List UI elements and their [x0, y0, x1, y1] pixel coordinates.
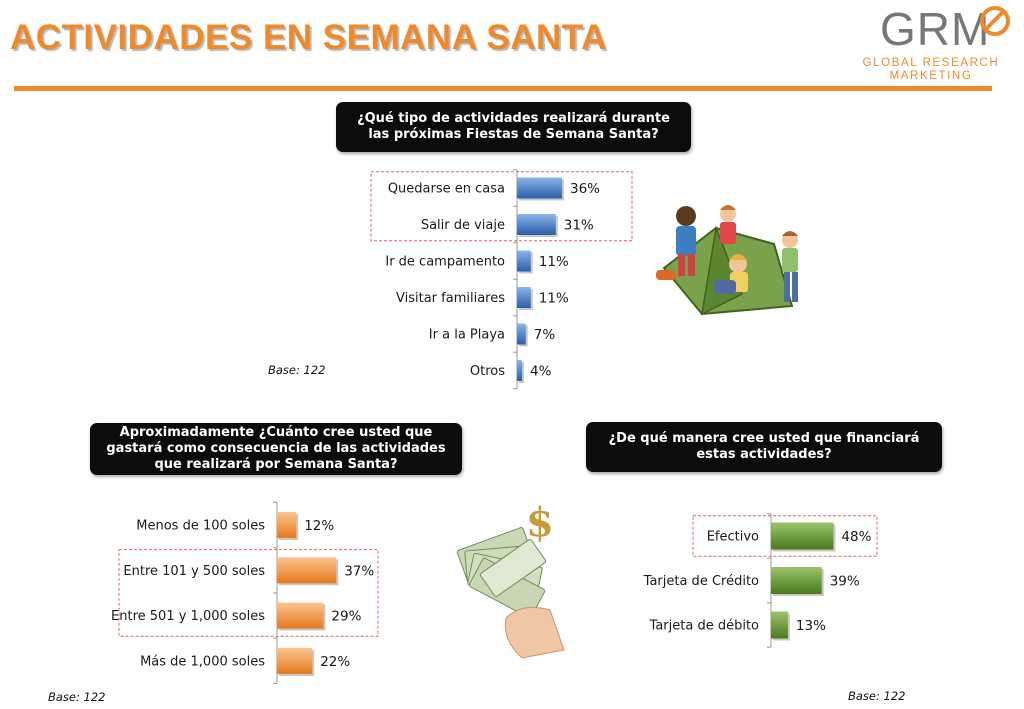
camping-kids-illustration — [656, 205, 798, 316]
bar — [517, 360, 522, 381]
page-title: ACTIVIDADES EN SEMANA SANTA — [10, 18, 607, 57]
logo-letters: GRM — [880, 3, 991, 55]
value-label: 11% — [539, 254, 569, 270]
value-label: 48% — [841, 529, 871, 545]
value-label: 37% — [344, 563, 374, 579]
bar — [277, 512, 297, 538]
highlight-box — [370, 171, 633, 242]
value-label: 4% — [530, 364, 552, 380]
category-label: Visitar familiares — [396, 291, 505, 306]
value-label: 22% — [320, 654, 350, 670]
question-box-spending: Aproximadamente ¿Cuánto cree usted que g… — [90, 423, 462, 475]
bar — [771, 522, 834, 550]
category-label: Ir de campamento — [385, 255, 505, 270]
question-text-spending: Aproximadamente ¿Cuánto cree usted que g… — [106, 425, 446, 472]
value-label: 12% — [304, 518, 334, 534]
category-label: Más de 1,000 soles — [140, 654, 265, 669]
logo-line-1: GLOBAL RESEARCH — [862, 57, 1000, 69]
category-label: Efectivo — [707, 530, 759, 545]
value-label: 39% — [830, 574, 860, 590]
question-text-activities: ¿Qué tipo de actividades realizará duran… — [357, 111, 670, 142]
question-box-financing: ¿De qué manera cree usted que financiará… — [586, 422, 942, 472]
bar — [277, 602, 324, 629]
bar — [517, 250, 531, 272]
highlight-box — [692, 515, 878, 557]
category-label: Entre 101 y 500 soles — [123, 564, 265, 579]
money-hand-illustration: $ — [456, 500, 565, 659]
bar — [517, 323, 526, 345]
category-label: Tarjeta de Crédito — [643, 574, 759, 589]
base-note-financing: Base: 122 — [848, 689, 906, 703]
question-box-activities: ¿Qué tipo de actividades realizará duran… — [336, 102, 691, 152]
bar — [277, 557, 337, 584]
question-text-financing: ¿De qué manera cree usted que financiará… — [608, 431, 920, 462]
bar — [517, 214, 556, 235]
value-label: 13% — [796, 618, 826, 634]
svg-text:$: $ — [526, 500, 554, 546]
highlight-box — [118, 549, 379, 637]
bar — [771, 611, 788, 639]
category-label: Otros — [470, 364, 505, 379]
bar — [277, 647, 313, 674]
grm-logo: GRM GLOBAL RESEARCH MARKETING — [856, 3, 1010, 84]
logo-line-2: MARKETING — [889, 70, 973, 82]
category-label: Salir de viaje — [421, 218, 505, 233]
category-label: Quedarse en casa — [388, 182, 505, 197]
value-label: 7% — [534, 327, 556, 343]
value-label: 36% — [570, 181, 600, 197]
base-note-activities: Base: 122 — [268, 363, 326, 377]
category-label: Entre 501 y 1,000 soles — [111, 609, 265, 624]
value-label: 29% — [331, 609, 361, 625]
logo-swirl-icon — [980, 6, 1010, 36]
value-label: 31% — [564, 218, 594, 234]
bar — [517, 287, 531, 308]
title-underline — [14, 86, 992, 91]
category-label: Menos de 100 soles — [136, 519, 265, 534]
bar — [517, 177, 562, 199]
category-label: Ir a la Playa — [429, 328, 505, 343]
category-label: Tarjeta de débito — [649, 619, 759, 634]
base-note-spending: Base: 122 — [48, 690, 106, 704]
bar — [771, 567, 822, 594]
value-label: 11% — [539, 291, 569, 307]
